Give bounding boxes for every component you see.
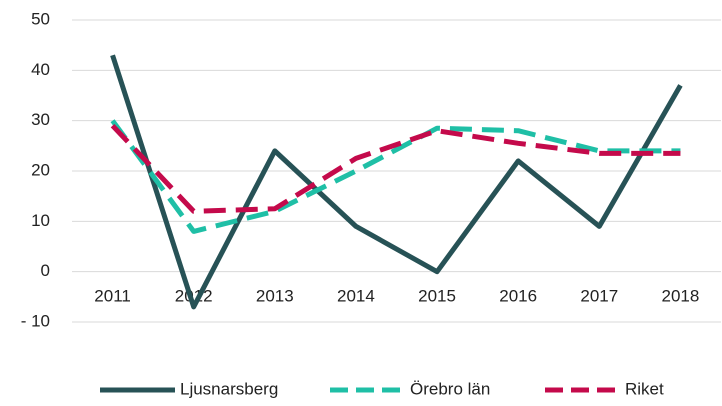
series-line — [110, 123, 681, 214]
legend-label: Riket — [625, 379, 664, 398]
y-tick-label: 0 — [41, 261, 50, 280]
legend-label: Örebro län — [410, 379, 490, 398]
x-tick-label: 2016 — [499, 286, 537, 305]
y-tick-label: 30 — [31, 110, 50, 129]
y-tick-label: 50 — [31, 9, 50, 28]
legend-label: Ljusnarsberg — [180, 379, 278, 398]
x-tick-label: 2013 — [256, 286, 294, 305]
y-tick-label: 20 — [31, 160, 50, 179]
x-tick-label: 2017 — [580, 286, 618, 305]
x-tick-label: 2018 — [662, 286, 700, 305]
x-tick-label: 2015 — [418, 286, 456, 305]
series-line — [110, 119, 681, 234]
x-tick-label: 2011 — [94, 286, 131, 305]
y-tick-label: - 10 — [21, 311, 50, 330]
y-tick-label: 40 — [31, 60, 50, 79]
x-tick-label: 2014 — [337, 286, 375, 305]
series-line — [110, 54, 683, 310]
y-tick-label: 10 — [31, 211, 50, 230]
